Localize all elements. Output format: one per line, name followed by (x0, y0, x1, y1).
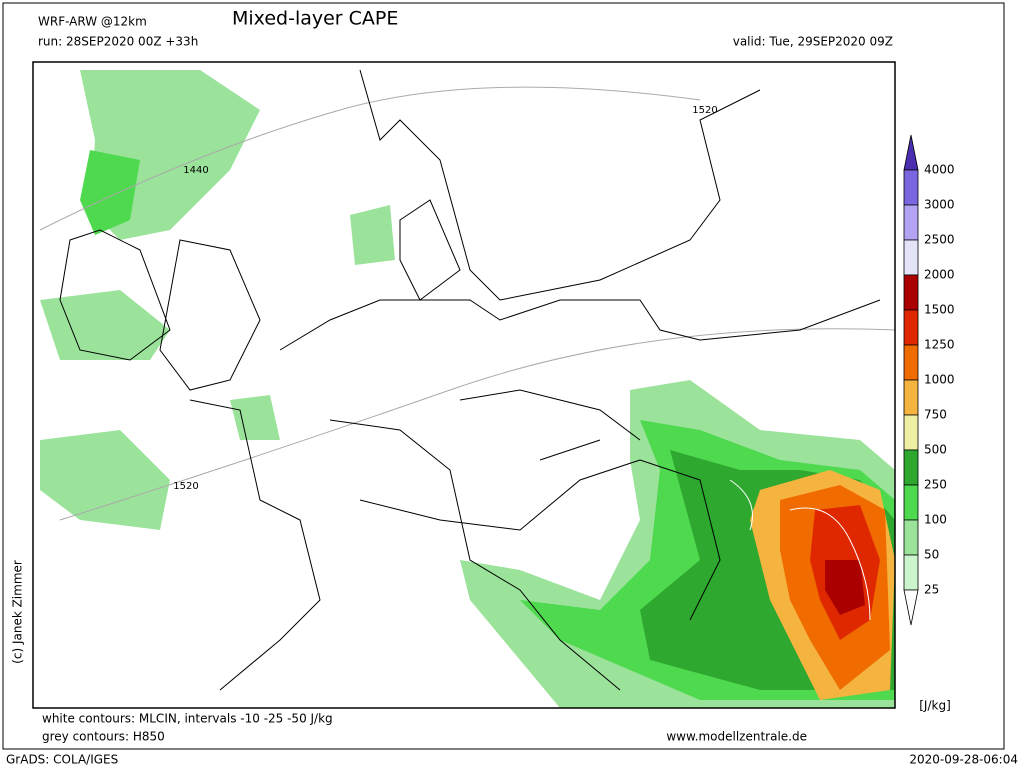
footer-note: grey contours: H850 (42, 730, 165, 744)
colorbar-band (903, 449, 919, 486)
cape-area (825, 560, 865, 615)
colorbar-band (903, 589, 919, 626)
colorbar-band (903, 169, 919, 206)
mlcin-contour (729, 479, 871, 621)
colorbar-label: 25 (924, 583, 939, 597)
colorbar-band (903, 554, 919, 591)
software-credit: GrADS: COLA/IGES (6, 753, 118, 767)
colorbar-unit: [J/kg] (919, 699, 951, 713)
colorbar-label: 1500 (924, 303, 955, 317)
colorbar-label: 750 (924, 408, 947, 422)
footer-note: white contours: MLCIN, intervals -10 -25… (42, 712, 333, 726)
colorbar-label: 100 (924, 513, 947, 527)
colorbar-label: 500 (924, 443, 947, 457)
colorbar-band (903, 239, 919, 276)
h850-contour (59, 328, 895, 521)
colorbar-label: 250 (924, 478, 947, 492)
colorbar-label: 1250 (924, 338, 955, 352)
colorbar-band (903, 204, 919, 241)
colorbar-band (903, 309, 919, 346)
contour-label: 1520 (692, 105, 717, 116)
coastline (59, 69, 881, 691)
model-label: WRF-ARW @12km (38, 15, 147, 29)
colorbar-band (903, 414, 919, 451)
colorbar-band (903, 344, 919, 381)
valid-label: valid: Tue, 29SEP2020 09Z (733, 35, 893, 49)
colorbar: 4000 3000 2500 2000 1500 1250 1000 750 500 250 100… (903, 134, 955, 626)
run-label: run: 28SEP2020 00Z +33h (38, 35, 198, 49)
cape-area (230, 395, 280, 440)
colorbar-band (903, 519, 919, 556)
timestamp: 2020-09-28-06:04 (909, 753, 1018, 767)
website: www.modellzentrale.de (666, 730, 807, 744)
colorbar-label: 2000 (924, 268, 955, 282)
colorbar-label: 4000 (924, 163, 955, 177)
map-title: Mixed-layer CAPE (232, 8, 398, 30)
colorbar-label: 3000 (924, 198, 955, 212)
colorbar-label: 2500 (924, 233, 955, 247)
cape-area (40, 430, 170, 530)
h850-contour (39, 86, 701, 231)
cape-area (40, 290, 170, 360)
cape-area (350, 205, 395, 265)
cape-area (80, 150, 140, 235)
colorbar-band (903, 274, 919, 311)
contour-label: 1440 (183, 165, 208, 176)
map: 1520 1440 1520 (32, 61, 896, 709)
colorbar-band (903, 484, 919, 521)
colorbar-band (903, 379, 919, 416)
colorbar-label: 1000 (924, 373, 955, 387)
credit: (c) Janek Zimmer (11, 560, 25, 664)
contour-label: 1520 (173, 481, 198, 492)
colorbar-label: 50 (924, 548, 939, 562)
map-frame (32, 61, 896, 709)
